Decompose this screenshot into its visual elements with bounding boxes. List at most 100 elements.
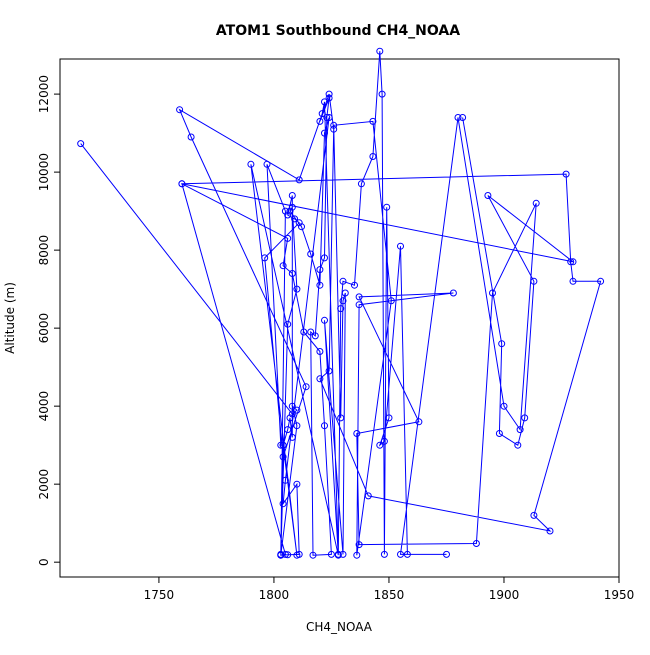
data-point — [484, 192, 492, 199]
data-point — [521, 414, 529, 422]
data-point — [293, 551, 301, 559]
data-point — [316, 375, 324, 383]
x-tick-label: 1950 — [604, 588, 635, 602]
data-point — [327, 550, 335, 558]
data-point — [357, 180, 365, 188]
data-point — [472, 540, 480, 547]
x-tick-label: 1800 — [259, 588, 290, 602]
data-point — [316, 266, 324, 274]
data-point — [443, 550, 450, 558]
data-point — [387, 297, 395, 305]
data-point — [295, 219, 303, 227]
data-point — [302, 383, 310, 391]
data-point — [337, 305, 345, 313]
data-point — [383, 203, 391, 211]
data-point — [325, 94, 333, 102]
data-point — [380, 437, 388, 445]
data-point — [279, 441, 287, 449]
data-point — [295, 176, 303, 184]
x-axis-label: CH4_NOAA — [306, 620, 373, 634]
data-point — [316, 117, 324, 125]
data-point — [325, 367, 333, 375]
data-point — [321, 129, 328, 137]
data-point — [353, 430, 361, 437]
data-point — [364, 492, 372, 500]
data-point — [339, 277, 347, 285]
data-point — [325, 114, 333, 121]
data-point — [514, 441, 522, 449]
data-point — [459, 114, 467, 121]
data-point — [263, 160, 271, 168]
data-point — [279, 453, 287, 461]
data-point — [376, 441, 384, 449]
data-point — [288, 402, 296, 410]
x-tick-label: 1850 — [374, 588, 405, 602]
data-point — [298, 223, 305, 231]
data-point — [567, 258, 575, 266]
data-point — [530, 511, 538, 519]
y-tick-label: 4000 — [37, 391, 51, 422]
y-axis-label: Altitude (m) — [3, 282, 17, 354]
data-point — [288, 410, 296, 418]
y-tick-label: 2000 — [37, 469, 51, 500]
data-point — [378, 90, 386, 98]
x-tick-label: 1900 — [489, 588, 520, 602]
y-axis: 0 2000 4000 6000 8000 10000 12000 — [37, 75, 60, 566]
y-tick-label: 12000 — [37, 75, 51, 113]
data-point — [397, 550, 404, 558]
data-point — [397, 242, 404, 250]
data-point — [286, 207, 294, 215]
chart-title: ATOM1 Southbound CH4_NOAA — [216, 23, 460, 39]
y-tick-label: 0 — [37, 558, 51, 566]
data-point — [293, 285, 301, 293]
data-point — [293, 406, 301, 414]
data-point — [309, 551, 317, 559]
data-point — [489, 289, 496, 297]
data-point — [321, 316, 328, 324]
data-point — [562, 170, 570, 178]
data-point — [293, 480, 301, 488]
data-point — [546, 527, 554, 535]
data-point — [334, 551, 342, 559]
data-point — [380, 550, 388, 558]
data-point — [284, 211, 292, 219]
x-tick-label: 1750 — [144, 588, 175, 602]
data-point — [321, 254, 328, 262]
data-point — [341, 289, 349, 297]
data-point — [597, 277, 605, 285]
data-point — [337, 414, 345, 422]
data-point — [316, 348, 324, 355]
y-tick-label: 8000 — [37, 235, 51, 266]
data-point — [176, 106, 184, 114]
data-point — [355, 541, 363, 549]
data-point — [498, 340, 506, 348]
data-point — [454, 114, 462, 121]
data-point — [281, 207, 289, 215]
data-point — [261, 254, 269, 262]
data-point — [279, 262, 287, 270]
data-point — [325, 90, 333, 98]
data-point — [330, 121, 338, 129]
data-point — [500, 402, 508, 410]
data-point — [77, 140, 85, 148]
data-point — [288, 270, 296, 277]
data-point — [288, 192, 296, 199]
data-point — [339, 550, 347, 558]
data-point — [376, 47, 384, 55]
data-point — [403, 550, 411, 558]
data-point — [279, 500, 287, 508]
data-point — [351, 281, 358, 289]
plot-frame — [59, 58, 620, 578]
data-point — [330, 125, 338, 133]
data-point — [178, 180, 186, 188]
data-point — [569, 258, 577, 266]
data-point — [495, 430, 503, 437]
data-point — [385, 414, 393, 422]
data-point — [369, 153, 377, 160]
data-point — [247, 160, 255, 168]
data-point — [288, 433, 296, 441]
data-point — [449, 289, 457, 297]
data-point — [307, 328, 315, 336]
data-point — [316, 281, 324, 289]
y-tick-label: 10000 — [37, 153, 51, 191]
